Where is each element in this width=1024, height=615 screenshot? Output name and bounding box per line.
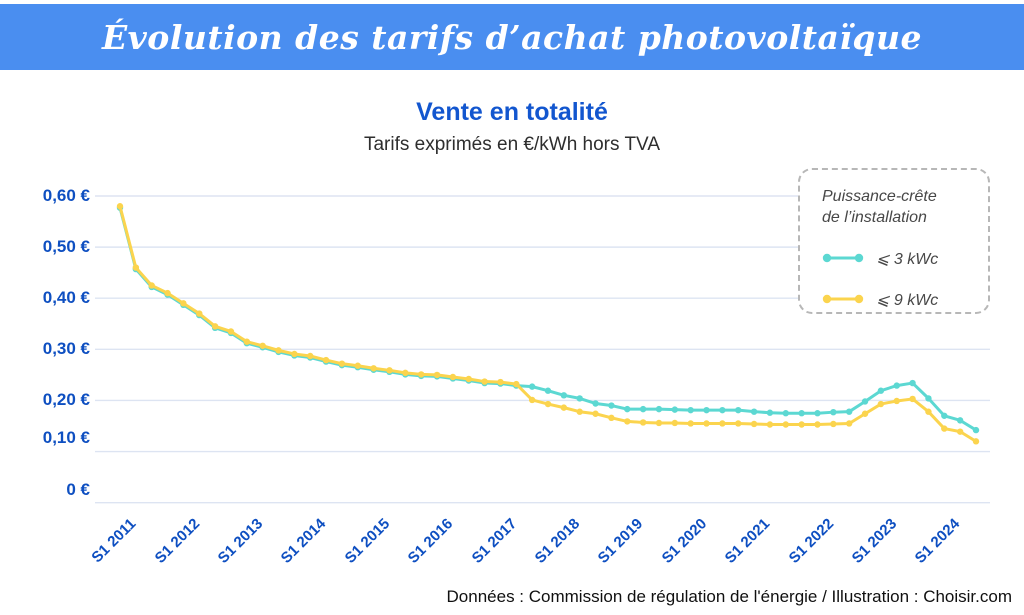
y-axis-label: 0,60 €	[42, 186, 90, 205]
legend-title-line2: de l’installation	[822, 209, 927, 226]
legend-box: Puissance-crête de l’installation ⩽ 3 kW…	[798, 168, 990, 314]
banner: Évolution des tarifs d’achat photovoltaï…	[0, 4, 1024, 70]
series-9kwc-marker-icon	[822, 291, 864, 309]
y-axis-label: 0,20 €	[42, 390, 90, 410]
legend-title: Puissance-crête de l’installation	[822, 186, 988, 228]
legend-item-3kwc: ⩽ 3 kWc	[822, 249, 988, 269]
page-title: Évolution des tarifs d’achat photovoltaï…	[101, 17, 922, 57]
y-axis-label: 0,40 €	[42, 288, 90, 308]
chart-subtitle: Tarifs exprimés en €/kWh hors TVA	[363, 134, 660, 155]
chart-title: Vente en totalité	[416, 98, 608, 126]
legend-label-3kwc: ⩽ 3 kWc	[876, 251, 939, 268]
y-axis-label: 0 €	[66, 479, 90, 499]
legend-title-line1: Puissance-crête	[822, 188, 937, 205]
legend-item-9kwc: ⩽ 9 kWc	[822, 290, 988, 310]
series-3kwc-marker-icon	[822, 250, 864, 268]
footer-credit: Données : Commission de régulation de l'…	[446, 587, 1012, 606]
y-axis-label: 0,10 €	[42, 427, 90, 447]
y-axis-label: 0,30 €	[42, 339, 90, 359]
y-axis-label: 0,50 €	[42, 237, 90, 257]
legend-label-9kwc: ⩽ 9 kWc	[876, 292, 939, 309]
